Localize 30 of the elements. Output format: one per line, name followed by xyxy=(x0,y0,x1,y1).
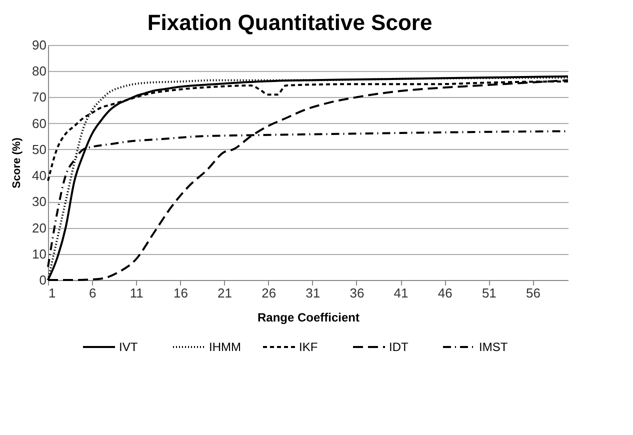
y-tick-label: 40 xyxy=(32,168,46,184)
y-tick-label: 80 xyxy=(32,64,46,79)
x-tick-label: 6 xyxy=(88,286,96,300)
legend-label: IKF xyxy=(299,340,318,354)
legend-label: IVT xyxy=(119,340,138,354)
legend-label: IDT xyxy=(389,340,409,354)
x-tick-label: 36 xyxy=(350,286,364,300)
y-tick-label: 60 xyxy=(32,116,46,131)
y-tick-label: 70 xyxy=(32,90,46,105)
y-tick-label: 0 xyxy=(39,272,46,288)
x-tick-label: 21 xyxy=(218,286,232,300)
y-tick-label: 90 xyxy=(32,38,46,52)
x-tick-label: 31 xyxy=(306,286,320,300)
x-tick-label: 26 xyxy=(262,286,276,300)
legend-label: IMST xyxy=(479,340,508,354)
x-tick-label: 46 xyxy=(438,286,452,300)
legend-label: IHMM xyxy=(209,340,241,354)
x-tick-label: 56 xyxy=(526,286,540,300)
y-tick-label: 30 xyxy=(32,194,46,210)
x-tick-label: 51 xyxy=(482,286,496,300)
y-tick-label: 10 xyxy=(32,246,46,262)
x-axis-title: Range Coefficient xyxy=(257,310,360,324)
y-tick-label: 20 xyxy=(32,220,46,236)
x-tick-label: 11 xyxy=(130,286,144,300)
x-tick-label: 1 xyxy=(48,286,56,300)
x-tick-label: 41 xyxy=(394,286,408,300)
chart-title: Fixation Quantitative Score xyxy=(147,10,432,35)
y-tick-label: 50 xyxy=(32,142,46,157)
y-axis-title: Score (%) xyxy=(11,137,24,188)
x-tick-label: 16 xyxy=(173,286,188,300)
